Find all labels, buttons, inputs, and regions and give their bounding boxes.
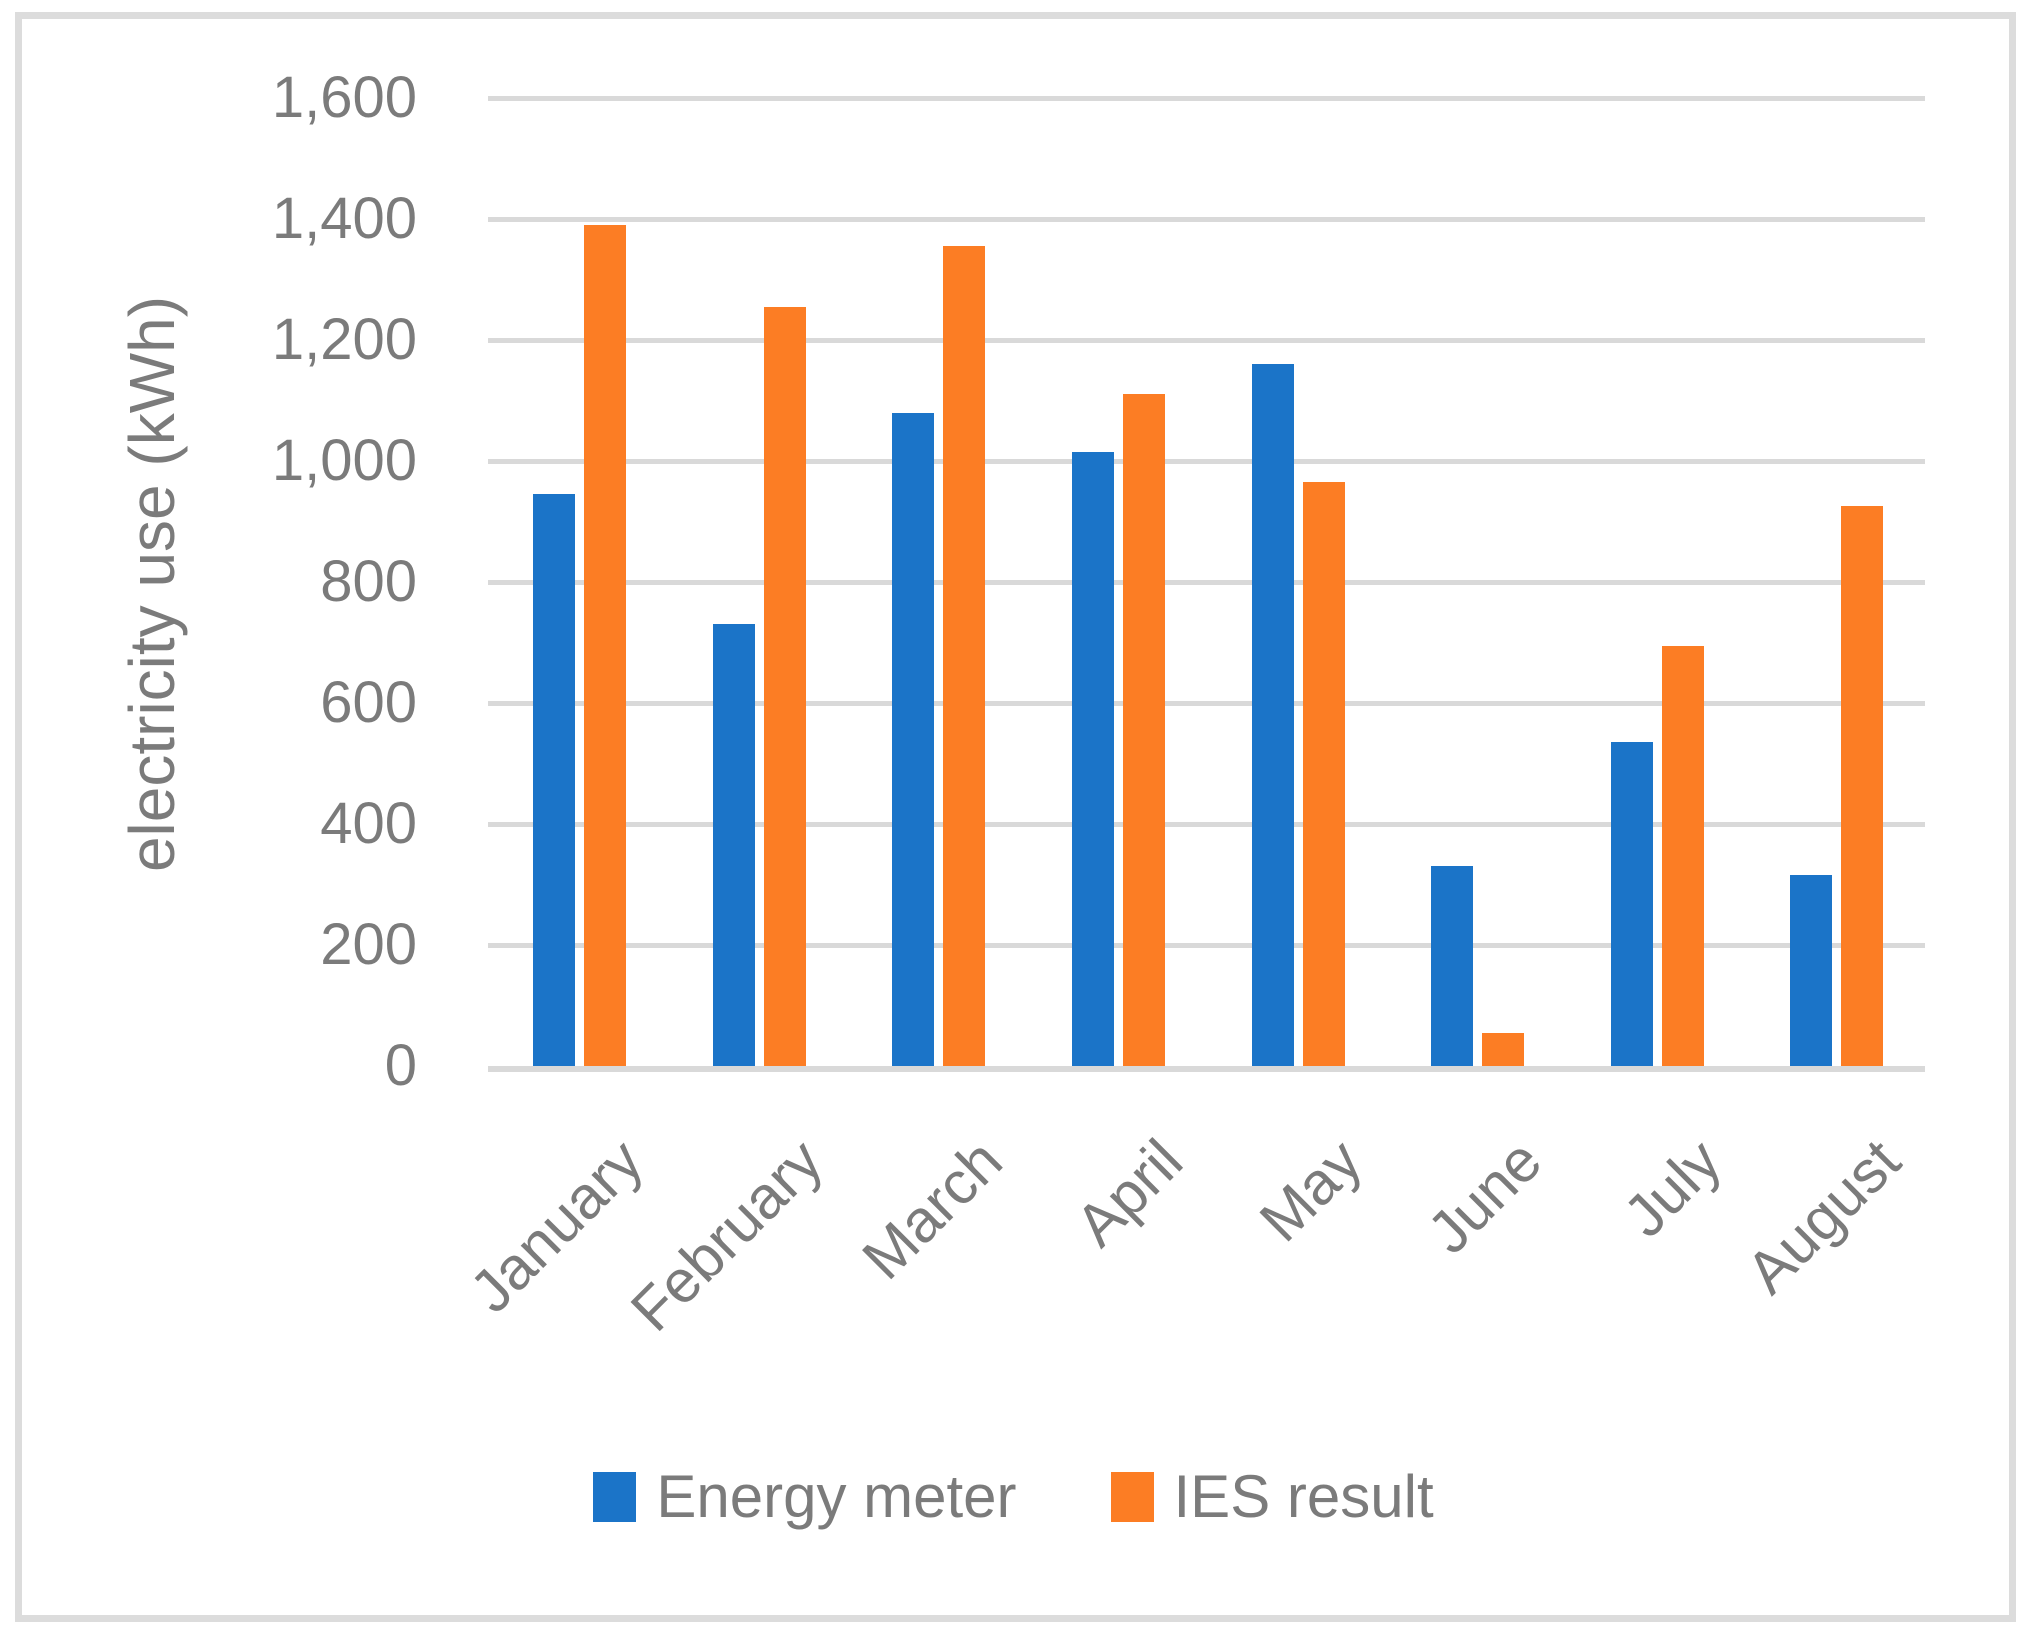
legend-item-ies-result: IES result <box>1110 1462 1434 1531</box>
gridline-1000 <box>488 458 1925 464</box>
legend-item-energy-meter: Energy meter <box>593 1462 1017 1531</box>
gridline-400 <box>488 821 1925 827</box>
bar-ies-result-august <box>1841 506 1884 1066</box>
bar-ies-result-january <box>584 225 626 1066</box>
legend-label-ies-result: IES result <box>1173 1463 1434 1530</box>
gridline-800 <box>488 579 1925 585</box>
bar-ies-result-april <box>1122 394 1165 1066</box>
gridline-1200 <box>488 337 1925 343</box>
y-axis-tick-label-1600: 1,600 <box>271 65 417 130</box>
bar-energy-meter-january <box>533 494 575 1066</box>
gridline-1600 <box>488 95 1925 101</box>
bar-ies-result-june <box>1482 1032 1525 1066</box>
bar-ies-result-july <box>1661 645 1704 1066</box>
y-axis-tick-label-1400: 1,400 <box>271 186 417 251</box>
y-axis-tick-label-1200: 1,200 <box>271 307 417 372</box>
legend-swatch-energy-meter <box>593 1471 637 1522</box>
legend: Energy meter IES result <box>0 1462 2027 1531</box>
y-axis-tick-label-400: 400 <box>320 791 417 856</box>
bar-energy-meter-march <box>892 412 935 1066</box>
x-axis-line <box>488 1066 1925 1072</box>
y-axis-tick-label-200: 200 <box>320 912 417 977</box>
gridline-200 <box>488 942 1925 948</box>
bar-energy-meter-august <box>1790 875 1833 1066</box>
gridline-1400 <box>488 216 1925 222</box>
bar-energy-meter-april <box>1071 451 1114 1066</box>
legend-swatch-ies-result <box>1110 1471 1154 1522</box>
gridline-600 <box>488 700 1925 706</box>
bar-ies-result-may <box>1302 482 1345 1066</box>
chart-border-frame <box>15 12 2016 1622</box>
y-axis-tick-label-800: 800 <box>320 549 417 614</box>
bar-energy-meter-july <box>1610 742 1653 1066</box>
bar-energy-meter-may <box>1251 364 1294 1066</box>
y-axis-tick-label-600: 600 <box>320 670 417 735</box>
y-axis-tick-label-1000: 1,000 <box>271 428 417 493</box>
bar-ies-result-february <box>763 306 806 1066</box>
legend-label-energy-meter: Energy meter <box>656 1463 1017 1530</box>
y-axis-tick-label-0: 0 <box>384 1033 417 1098</box>
bar-energy-meter-june <box>1431 866 1474 1066</box>
bar-energy-meter-february <box>712 624 755 1066</box>
bar-ies-result-march <box>943 246 986 1066</box>
